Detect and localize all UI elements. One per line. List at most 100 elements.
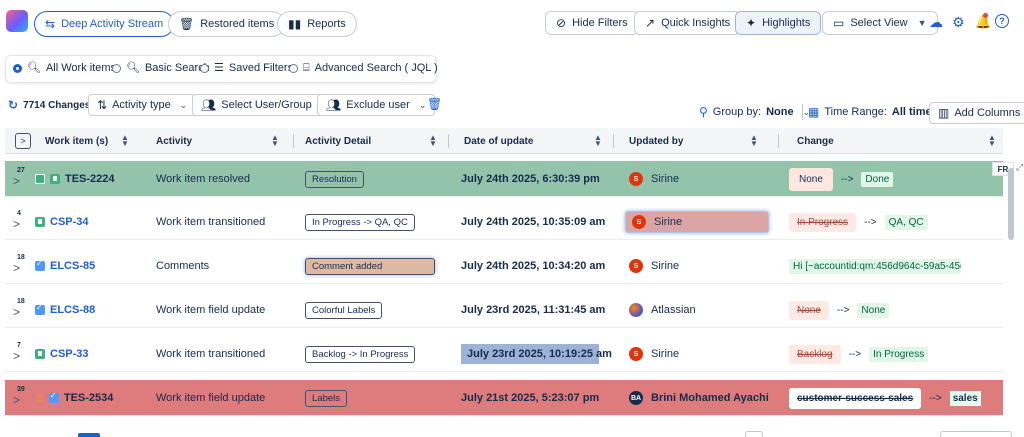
change-cell: customer-success-sales --> sales — [789, 380, 981, 416]
date-text: July 21st 2025, 5:23:07 pm — [461, 392, 600, 404]
work-item-key[interactable]: TES-2534 — [63, 392, 114, 404]
change-cell: Hi [~accountid:qm:456d964c-59a5-45e — [789, 248, 961, 284]
change-old-value: Backlog — [789, 344, 841, 364]
updated-by-cell: Atlassian — [629, 292, 696, 328]
expand-row-icon[interactable]: > — [13, 349, 21, 363]
change-arrow: --> — [840, 173, 854, 185]
column-header-date[interactable]: Date of update — [464, 128, 533, 154]
gear-icon[interactable]: ⚙ — [952, 14, 965, 30]
table-row[interactable]: > 4 CSP-34 Work item transitioned In Pro… — [5, 204, 1003, 240]
atlassian-avatar — [629, 303, 643, 317]
updated-by-cell: S Sirine — [629, 336, 679, 372]
column-header-work-item[interactable]: Work item (s) — [45, 128, 108, 154]
hide-filters-button[interactable]: ⊘ Hide Filters — [545, 11, 639, 35]
exclude-user-dropdown[interactable]: 👥︎ Exclude user ⌄ — [317, 94, 436, 116]
vertical-scrollbar[interactable] — [1008, 168, 1014, 240]
expand-icon[interactable]: ⤢ — [1016, 162, 1024, 172]
table-row[interactable]: > 18 ELCS-85 Comments Comment added July… — [5, 248, 1003, 284]
column-header-activity[interactable]: Activity — [156, 128, 192, 154]
bell-icon[interactable]: 🔔 — [975, 14, 992, 29]
sparkle-icon: ✦ — [746, 16, 757, 30]
change-old-value: In Progress — [789, 212, 857, 232]
date-cell: July 21st 2025, 5:23:07 pm — [461, 380, 599, 416]
change-new-value: None — [857, 302, 890, 318]
avatar: S — [632, 215, 646, 229]
date-text: July 23rd 2025, 10:19:25 am — [461, 344, 612, 364]
column-label: Activity — [156, 135, 193, 147]
time-range-dropdown[interactable]: ▦ Time Range: All time ⌄ — [808, 106, 948, 118]
table-row[interactable]: > 27 TES-2224 Work item resolved Resolut… — [5, 161, 1003, 197]
select-view-dropdown[interactable]: ▭ Select View ▼ — [822, 11, 938, 35]
table-row[interactable]: > 7 CSP-33 Work item transitioned Backlo… — [5, 336, 1003, 372]
column-header-change[interactable]: Change — [797, 128, 834, 154]
search-saved-filters[interactable]: ☰ Saved Filters — [200, 62, 293, 74]
activity-detail-cell: Colorful Labels — [305, 292, 383, 328]
group-by-dropdown[interactable]: ⚲ Group by: None ⌄ — [699, 106, 810, 118]
highlights-button[interactable]: ✦ Highlights — [735, 11, 822, 35]
footer-control[interactable] — [940, 431, 1012, 437]
expand-row-icon[interactable]: > — [13, 217, 21, 231]
table-row[interactable]: > 18 ELCS-88 Work item field update Colo… — [5, 292, 1003, 328]
eye-slash-icon: ⊘ — [556, 16, 567, 30]
expand-row-icon[interactable]: > — [13, 305, 21, 319]
search-icon: 🔍︎ — [126, 61, 140, 74]
quick-insights-label: Quick Insights — [661, 17, 731, 29]
task-icon — [35, 259, 45, 271]
column-header-updated-by[interactable]: Updated by — [629, 128, 683, 154]
expand-row-icon[interactable]: > — [13, 393, 21, 407]
exclude-user-label: Exclude user — [346, 99, 410, 111]
radio-selected — [13, 63, 22, 73]
avatar: BA — [629, 391, 643, 405]
pagination-indicator[interactable] — [78, 433, 100, 437]
code-icon: ⌸ — [303, 61, 310, 74]
user-highlight: S Sirine — [625, 211, 769, 233]
refresh-icon[interactable]: ↻ — [8, 98, 19, 112]
table-row[interactable]: > 39 ⚠ TES-2534 Work item field update L… — [5, 380, 1003, 416]
change-cell: Backlog --> In Progress — [789, 336, 929, 372]
group-by-label: Group by: — [712, 106, 762, 118]
updated-by-cell: S Sirine — [625, 204, 769, 240]
app-logo — [6, 10, 28, 32]
work-item-key[interactable]: ELCS-85 — [50, 260, 96, 272]
activity-cell: Work item field update — [156, 380, 265, 416]
expand-row-icon[interactable]: > — [13, 261, 21, 275]
work-item-key[interactable]: CSP-33 — [50, 348, 89, 360]
work-item-key[interactable]: TES-2224 — [65, 173, 115, 185]
work-item-key[interactable]: CSP-34 — [50, 216, 89, 228]
cloud-upload-icon[interactable]: ☁ — [929, 14, 943, 30]
search-advanced-jql[interactable]: ⌸ Advanced Search ( JQL ) — [289, 62, 438, 74]
select-user-dropdown[interactable]: 👥︎ Select User/Group ⌄ — [192, 94, 338, 116]
quick-insights-button[interactable]: ↗ Quick Insights — [634, 11, 742, 35]
radio-unselected — [200, 63, 209, 73]
sort-icon[interactable]: ▲ ▼ — [429, 133, 437, 148]
page-size-control[interactable] — [745, 431, 763, 437]
sort-icon[interactable]: ▲ ▼ — [988, 133, 996, 148]
expand-all-icon[interactable]: > — [15, 133, 31, 149]
reports-button[interactable]: ▮▮ Reports — [277, 11, 357, 37]
date-text: July 23rd 2025, 11:31:45 am — [461, 304, 606, 316]
activity-cell: Work item transitioned — [156, 336, 265, 372]
change-new-value: In Progress — [869, 346, 929, 362]
activity-cell: Work item resolved — [156, 161, 250, 197]
sort-icon[interactable]: ▲ ▼ — [271, 133, 279, 148]
delete-icon[interactable]: 🗑 — [427, 97, 443, 111]
user-name: Sirine — [651, 173, 680, 185]
change-arrow: --> — [836, 304, 850, 316]
restored-items-button[interactable]: 🗑 Restored items — [168, 11, 286, 37]
help-icon[interactable]: ? — [995, 14, 1009, 28]
work-item-key[interactable]: ELCS-88 — [50, 304, 96, 316]
expand-row-icon[interactable]: > — [13, 174, 21, 188]
story-icon — [35, 349, 45, 359]
activity-cell: Work item field update — [156, 292, 265, 328]
column-header-activity-detail[interactable]: Activity Detail — [305, 128, 371, 154]
search-basic[interactable]: 🔍︎ Basic Search — [112, 62, 210, 74]
sort-icon[interactable]: ▲ ▼ — [594, 133, 602, 148]
sort-icon[interactable]: ▲ ▼ — [750, 133, 758, 148]
date-cell: July 24th 2025, 10:34:20 am — [461, 248, 605, 284]
sort-icon[interactable]: ▲ ▼ — [121, 133, 129, 148]
activity-detail-cell: Labels — [305, 380, 347, 416]
deep-activity-stream-button[interactable]: ⇆ Deep Activity Stream — [34, 11, 175, 37]
add-columns-button[interactable]: ▥ Add Columns — [929, 102, 1024, 124]
search-all-work-items[interactable]: 🔍︎ All Work items — [13, 62, 116, 74]
activity-type-dropdown[interactable]: ⇅ Activity type ⌄ — [88, 94, 197, 116]
